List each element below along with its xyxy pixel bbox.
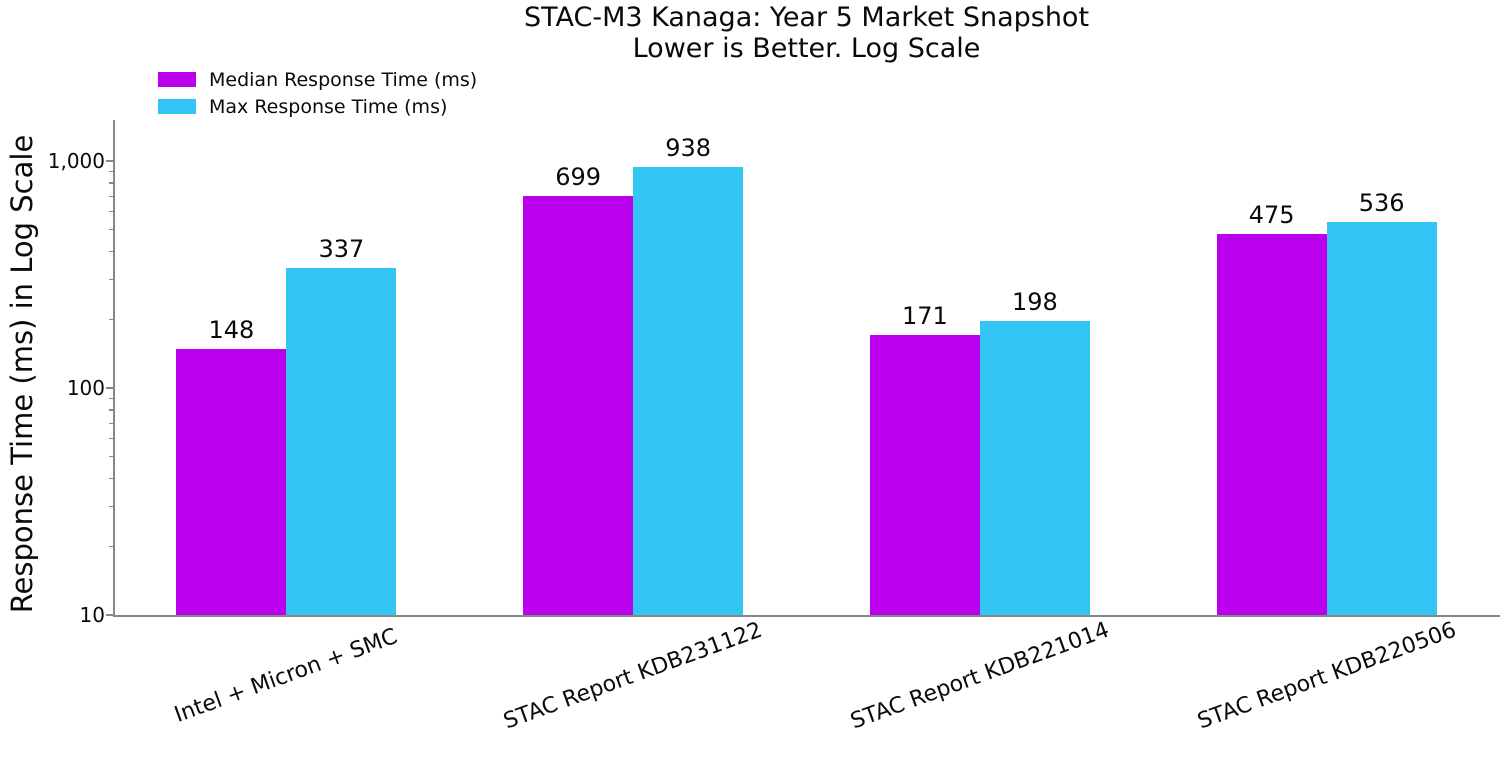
y-minor-tick: [109, 506, 113, 508]
bar-value-label: 938: [665, 134, 712, 163]
y-minor-tick: [109, 546, 113, 548]
y-minor-tick: [109, 210, 113, 213]
legend-swatch-max: [158, 99, 196, 114]
legend-swatch-median: [158, 72, 196, 87]
y-major-tick: [106, 614, 113, 616]
x-category-label: STAC Report KDB231122: [500, 617, 766, 735]
x-category-label: Intel + Micron + SMC: [171, 624, 402, 728]
bar-median: [869, 335, 980, 615]
y-minor-tick: [109, 195, 113, 197]
y-tick-label: 1,000: [47, 149, 105, 173]
x-category-label: STAC Report KDB221014: [847, 617, 1113, 735]
bar-value-label: 475: [1248, 201, 1295, 230]
x-category-label: STAC Report KDB220506: [1194, 617, 1460, 735]
bar-value-label: 198: [1011, 287, 1058, 316]
y-minor-tick: [109, 409, 113, 411]
chart-title-line2: Lower is Better. Log Scale: [632, 33, 981, 64]
y-minor-tick: [109, 437, 113, 440]
y-minor-tick: [109, 279, 113, 281]
y-minor-tick: [109, 250, 113, 253]
y-major-tick: [106, 160, 113, 162]
legend: Median Response Time (ms) Max Response T…: [158, 66, 477, 120]
bar-value-label: 536: [1358, 189, 1405, 218]
y-minor-tick: [109, 319, 113, 321]
bar-value-label: 148: [208, 316, 255, 345]
chart-title: STAC-M3 Kanaga: Year 5 Market Snapshot L…: [113, 2, 1500, 64]
chart-title-line1: STAC-M3 Kanaga: Year 5 Market Snapshot: [523, 2, 1090, 33]
y-minor-tick: [109, 477, 113, 480]
bar-max: [979, 320, 1090, 615]
bar-median: [1216, 234, 1327, 615]
legend-label-max: Max Response Time (ms): [209, 95, 448, 118]
bar-max: [1326, 222, 1437, 615]
y-tick-label: 10: [79, 603, 105, 627]
bar-value-label: 337: [318, 235, 365, 264]
bar-median: [176, 349, 287, 615]
bar-median: [523, 196, 634, 615]
x-axis-spine: [113, 615, 1500, 617]
y-minor-tick: [109, 182, 113, 184]
bar-value-label: 171: [901, 302, 948, 331]
y-tick-label: 100: [66, 376, 105, 400]
y-minor-tick: [109, 170, 113, 173]
y-minor-tick: [109, 397, 113, 400]
legend-label-median: Median Response Time (ms): [209, 68, 478, 91]
y-minor-tick: [109, 228, 113, 231]
legend-item-median: Median Response Time (ms): [158, 66, 477, 93]
bar-max: [286, 268, 397, 615]
bar-value-label: 699: [555, 163, 602, 192]
bar-max: [633, 167, 744, 615]
y-minor-tick: [109, 422, 113, 424]
y-axis-spine: [113, 120, 115, 615]
y-major-tick: [106, 387, 113, 389]
legend-item-max: Max Response Time (ms): [158, 93, 477, 120]
y-minor-tick: [109, 455, 113, 458]
